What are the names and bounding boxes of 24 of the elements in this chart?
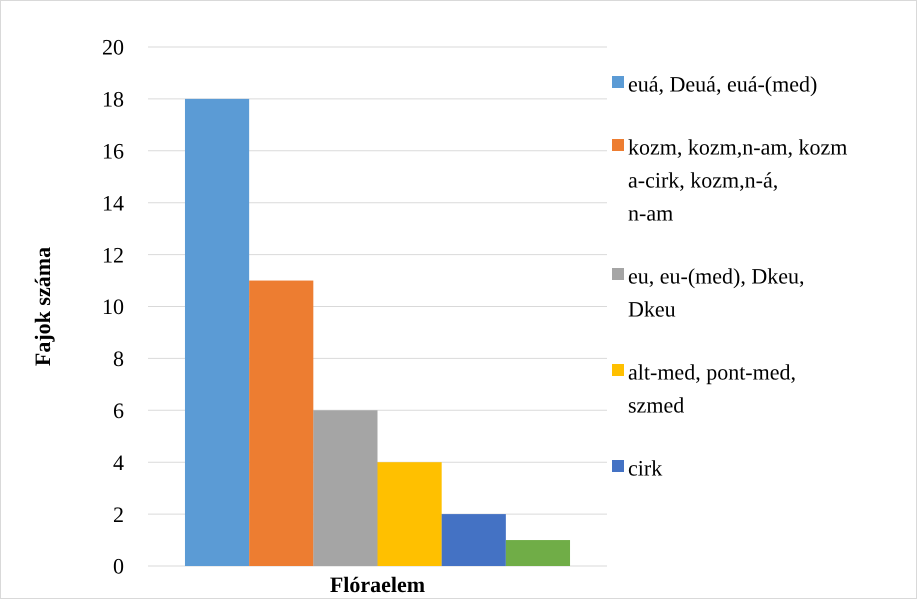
y-tick-label: 0	[113, 554, 124, 579]
bar	[442, 514, 506, 566]
y-tick-label: 8	[113, 346, 124, 372]
y-tick-label: 6	[113, 398, 124, 423]
y-tick-label: 4	[113, 450, 124, 475]
y-tick-label: 12	[102, 242, 124, 268]
y-tick-label: 14	[102, 190, 124, 216]
bar	[313, 410, 378, 566]
y-tick-label: 20	[102, 34, 124, 60]
y-tick-label: 2	[113, 502, 124, 527]
x-axis-title: Flóraelem	[330, 572, 426, 597]
legend-label: cirk	[628, 456, 662, 481]
legend-label: alt-med, pont-med, szmed	[628, 360, 796, 418]
y-tick-label: 18	[102, 86, 124, 112]
bar	[184, 98, 250, 566]
bar	[506, 540, 570, 566]
y-tick-label: 16	[102, 138, 124, 164]
legend-label: euá, Deuá, euá-(med)	[628, 72, 818, 97]
legend-label: kozm, kozm,n-am, kozm a-cirk, kozm,n-á, n-am	[628, 134, 848, 226]
y-tick-label: 10	[102, 294, 124, 320]
y-axis-title: Fajok száma	[30, 246, 55, 366]
bar	[249, 280, 314, 566]
legend-label: eu, eu-(med), Dkeu, Dkeu	[628, 264, 805, 322]
bar	[378, 462, 442, 566]
